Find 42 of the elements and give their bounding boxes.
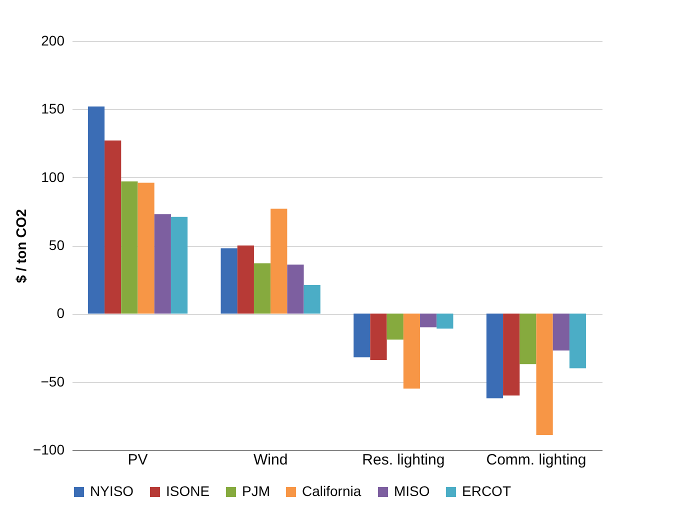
bar — [304, 285, 320, 314]
y-tick-label: −50 — [40, 373, 65, 390]
bar — [270, 208, 288, 314]
x-tick-label: PV — [128, 452, 148, 468]
y-tick-label: 100 — [41, 168, 65, 185]
bar — [254, 263, 271, 314]
bar — [170, 216, 188, 314]
y-tick-label: −100 — [32, 442, 65, 458]
legend-label: ISONE — [166, 483, 210, 499]
bar — [237, 246, 254, 314]
legend-label: ERCOT — [462, 483, 512, 499]
y-axis-title: $ / ton CO2 — [12, 208, 29, 283]
bar — [370, 314, 387, 360]
legend-label: MISO — [394, 483, 430, 499]
bar — [121, 181, 138, 314]
x-tick-label: Comm. lighting — [486, 452, 586, 468]
bar — [287, 264, 304, 314]
bar — [354, 314, 370, 358]
bar — [386, 314, 404, 340]
legend-label: PJM — [242, 483, 270, 499]
y-tick-label: 150 — [41, 100, 65, 117]
bar — [486, 314, 504, 398]
bar — [138, 182, 154, 314]
bar — [88, 106, 105, 314]
bar — [220, 248, 238, 314]
bar — [569, 314, 586, 368]
x-tick-label: Res. lighting — [362, 452, 445, 468]
y-tick-label: 0 — [56, 305, 65, 322]
bar — [552, 314, 570, 350]
bar — [154, 214, 171, 314]
legend-label: NYISO — [90, 483, 134, 499]
y-tick-label: 200 — [41, 32, 65, 48]
bar — [420, 314, 437, 328]
bar — [536, 314, 553, 436]
bar — [403, 314, 420, 389]
x-tick-label: Wind — [253, 452, 288, 468]
legend-label: California — [302, 483, 362, 499]
y-tick-label: 50 — [48, 237, 65, 253]
bar — [104, 140, 122, 314]
bar — [503, 314, 520, 396]
bar — [520, 314, 536, 364]
bar — [436, 314, 454, 329]
